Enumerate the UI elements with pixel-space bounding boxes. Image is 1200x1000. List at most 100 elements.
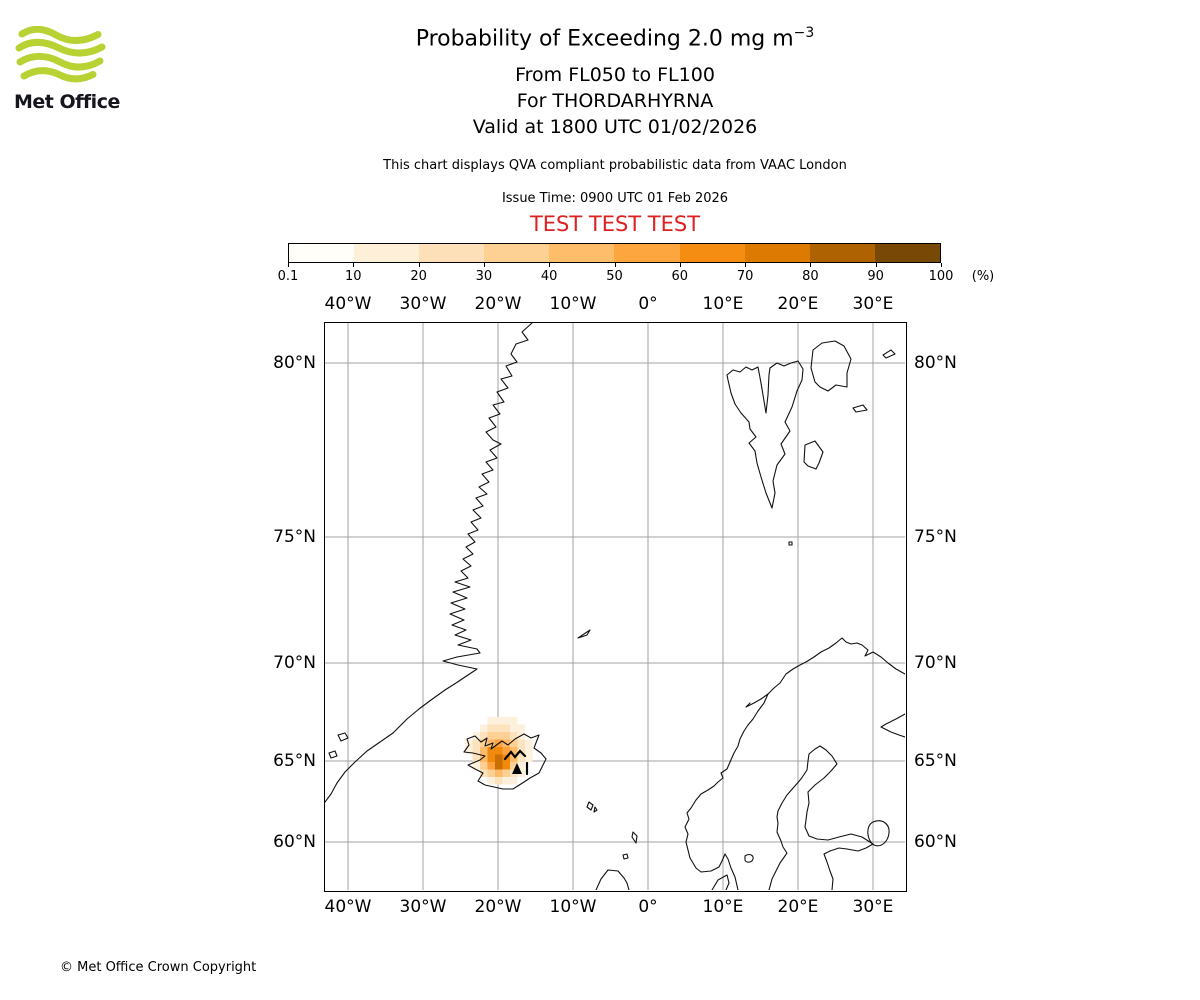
probability-cell (495, 724, 503, 732)
colorbar-tick-label: 0.1 (277, 269, 299, 284)
colorbar-tick-label: 20 (410, 269, 427, 284)
map-canvas (325, 323, 905, 890)
colorbar-tick (614, 263, 616, 267)
colorbar-segment (874, 244, 940, 262)
probability-cell (480, 762, 488, 770)
colorbar-segment (484, 244, 550, 262)
coastline-edgeoya (803, 440, 824, 470)
x-axis-label-bottom: 20°W (474, 897, 522, 917)
x-axis-label-bottom: 30°W (399, 897, 447, 917)
volcano-marker (503, 749, 529, 776)
colorbar-tick (810, 263, 812, 267)
colorbar-segment (419, 244, 485, 262)
probability-cell (525, 747, 533, 755)
y-axis-label-left: 80°N (273, 353, 316, 374)
issue-time: Issue Time: 0900 UTC 01 Feb 2026 (501, 191, 729, 206)
probability-cell (517, 754, 525, 762)
x-axis-label-bottom: 0° (638, 897, 658, 917)
logo-wave (15, 38, 106, 57)
probability-cell (472, 747, 480, 755)
lake-ladoga (867, 820, 890, 847)
colorbar-tick (483, 263, 485, 267)
probability-cell (502, 777, 510, 785)
island-jan-mayen (577, 629, 591, 639)
page-title: Probability of Exceeding 2.0 mg m−3 (15, 25, 1200, 51)
probability-cell (495, 754, 503, 762)
island-kvitoya (882, 349, 896, 359)
colorbar-tick-label: 70 (736, 269, 754, 284)
x-axis-label-top: 20°E (777, 294, 819, 314)
coastline-denmark (711, 874, 730, 890)
probability-cell (502, 769, 510, 777)
colorbar-unit-label: (%) (971, 269, 995, 284)
subtitle-valid-time: Valid at 1800 UTC 01/02/2026 (472, 116, 758, 138)
y-axis-label-right: 60°N (914, 831, 957, 852)
chart-description: This chart displays QVA compliant probab… (383, 158, 847, 173)
x-axis-label-top: 20°W (474, 294, 522, 314)
x-axis-label-top: 30°E (852, 294, 894, 314)
logo-wave (16, 52, 104, 71)
probability-cell (495, 762, 503, 770)
islets-greenland (328, 732, 349, 759)
x-axis-label-top: 10°W (549, 294, 597, 314)
probability-cell (495, 717, 503, 725)
colorbar-segment (744, 244, 810, 262)
colorbar-segment (289, 244, 355, 262)
colorbar-segment (549, 244, 615, 262)
probability-colorbar: 0.1 10 20 30 40 50 60 70 80 90 100 (%) (278, 243, 994, 284)
logo-wave (20, 67, 97, 83)
coastlines (325, 323, 905, 890)
volcano-triangle (512, 763, 522, 774)
probability-cell (510, 732, 518, 740)
copyright-notice: © Met Office Crown Copyright (60, 960, 257, 975)
y-axis-label-right: 70°N (914, 652, 957, 673)
island-bear (788, 541, 793, 546)
colorbar-tick (745, 263, 747, 267)
colorbar-tick-label: 100 (928, 269, 954, 284)
probability-overlay (465, 717, 533, 785)
colorbar-tick (941, 263, 942, 267)
y-axis-label-right: 75°N (914, 526, 957, 547)
probability-cell (480, 732, 488, 740)
probability-cell (465, 747, 473, 755)
probability-cell (525, 739, 533, 747)
logo-wave (18, 25, 102, 45)
probability-cell (517, 739, 525, 747)
x-axis-label-top: 30°W (399, 294, 447, 314)
colorbar-segment (679, 244, 745, 262)
title-exponent: −3 (793, 25, 815, 41)
x-axis-label-top: 0° (638, 294, 658, 314)
probability-cell (510, 717, 518, 725)
coastline-baltic (768, 745, 874, 890)
subtitle-flight-levels: From FL050 to FL100 (515, 64, 715, 86)
probability-cell (480, 724, 488, 732)
probability-cell (480, 769, 488, 777)
probability-cell (472, 732, 480, 740)
coastline-kola-white-sea (880, 713, 905, 738)
x-axis-label-bottom: 10°E (702, 897, 744, 917)
probability-cell (502, 732, 510, 740)
probability-cell (487, 777, 495, 785)
colorbar-tick-label: 50 (606, 269, 623, 284)
islands-faroe (586, 801, 598, 813)
subtitle-volcano: For THORDARHYRNA (516, 90, 714, 112)
probability-cell (510, 754, 518, 762)
y-axis-label-left: 60°N (273, 831, 316, 852)
x-axis-label-bottom: 20°E (777, 897, 819, 917)
probability-cell (495, 769, 503, 777)
probability-cell (502, 762, 510, 770)
map-frame (323, 321, 907, 892)
colorbar-tick (418, 263, 420, 267)
y-axis-label-left: 75°N (273, 526, 316, 547)
probability-cell (487, 754, 495, 762)
x-axis-label-bottom: 10°W (549, 897, 597, 917)
probability-cell (480, 739, 488, 747)
colorbar-segments (288, 243, 941, 263)
probability-cell (487, 769, 495, 777)
probability-cell (487, 747, 495, 755)
probability-cell (472, 754, 480, 762)
probability-cell (487, 762, 495, 770)
coastline-nordaustlandet (810, 340, 852, 392)
lake-vanern (744, 854, 754, 863)
met-office-waves-icon (15, 25, 106, 83)
